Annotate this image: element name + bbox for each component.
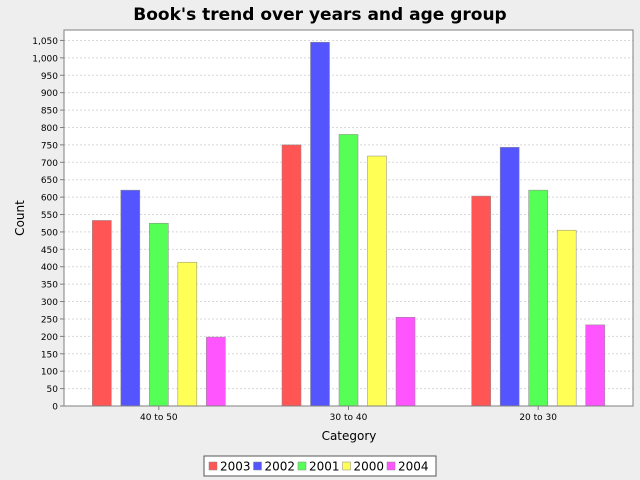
x-tick-label: 20 to 30: [519, 413, 557, 423]
legend-box: [203, 455, 437, 477]
bar: [395, 316, 416, 407]
bar: [338, 134, 359, 407]
bar: [206, 336, 226, 407]
legend-label: 2004: [398, 460, 429, 474]
y-tick-label: 650: [41, 176, 58, 186]
chart-title: Book's trend over years and age group: [133, 5, 506, 25]
bar: [367, 155, 387, 407]
y-tick-label: 750: [41, 141, 58, 151]
y-tick-label: 300: [41, 298, 58, 308]
x-tick-label: 40 to 50: [140, 413, 178, 423]
bar: [177, 261, 198, 407]
y-tick-label: 500: [41, 228, 58, 238]
bar: [149, 222, 169, 407]
bar: [556, 229, 577, 407]
bar: [92, 220, 112, 407]
y-tick-label: 50: [47, 385, 59, 395]
bar: [585, 324, 605, 407]
plot-border: [63, 29, 634, 407]
y-tick-label: 700: [41, 159, 58, 169]
legend: 2003 2002 2001 2000 2004: [203, 455, 437, 477]
y-tick-label: 0: [52, 403, 58, 413]
y-tick-label: 1,000: [32, 54, 58, 64]
y-tick-label: 900: [41, 89, 58, 99]
y-tick-label: 450: [41, 246, 58, 256]
x-axis-label: Category: [322, 429, 377, 443]
legend-label: 2002: [265, 460, 296, 474]
y-tick-label: 550: [41, 211, 58, 221]
bar: [528, 189, 548, 407]
y-tick-label: 1,050: [32, 37, 58, 47]
legend-swatch: [253, 461, 262, 471]
bar: [499, 147, 520, 407]
y-tick-label: 850: [41, 107, 58, 117]
y-tick-label: 350: [41, 281, 58, 291]
y-tick-label: 200: [41, 333, 58, 343]
legend-label: 2001: [309, 460, 340, 474]
y-tick-label: 800: [41, 124, 58, 134]
x-tick-label: 30 to 40: [330, 413, 368, 423]
y-tick-label: 600: [41, 194, 58, 204]
legend-swatch: [297, 461, 307, 471]
legend-label: 2003: [220, 460, 251, 474]
legend-swatch: [208, 461, 218, 471]
y-tick-label: 250: [41, 315, 58, 325]
bar: [310, 41, 330, 407]
y-tick-label: 100: [41, 368, 58, 378]
legend-label: 2000: [354, 460, 385, 474]
y-tick-label: 400: [41, 263, 58, 273]
y-tick-label: 150: [41, 350, 58, 360]
y-tick-label: 950: [41, 72, 58, 82]
bar: [281, 144, 302, 407]
y-axis-label: Count: [13, 200, 27, 236]
bar: [471, 195, 491, 407]
plot-area-group: 0 50 100 150 200 250 300 350 400 450 500 550 600 650 7…: [32, 29, 634, 423]
legend-swatch: [342, 461, 351, 471]
bar: [120, 189, 141, 407]
legend-swatch: [386, 461, 396, 471]
